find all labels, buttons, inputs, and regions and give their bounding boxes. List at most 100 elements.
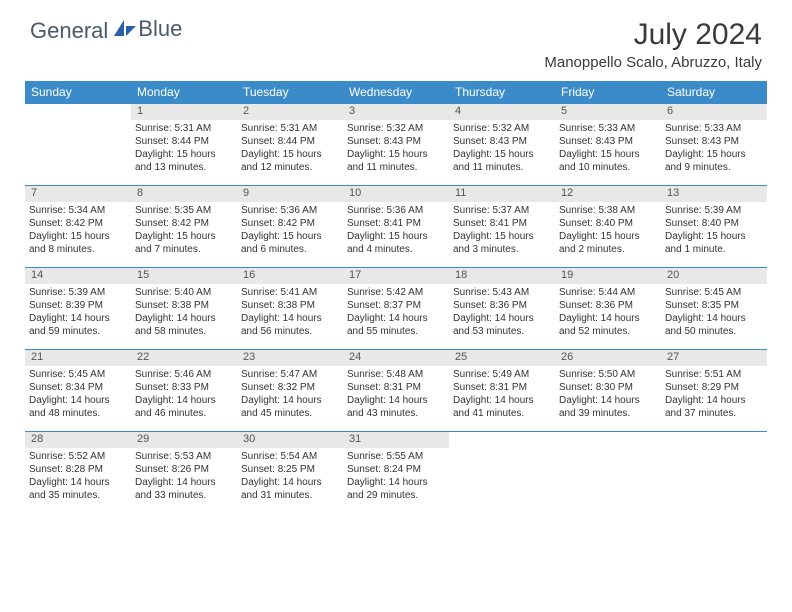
day-number-cell: 26: [555, 350, 661, 366]
day2-text: and 50 minutes.: [665, 325, 763, 338]
day1-text: Daylight: 14 hours: [665, 312, 763, 325]
sunset-text: Sunset: 8:36 PM: [559, 299, 657, 312]
sunset-text: Sunset: 8:44 PM: [241, 135, 339, 148]
sunset-text: Sunset: 8:25 PM: [241, 463, 339, 476]
sail-icon: [112, 18, 138, 44]
day-content-cell: Sunrise: 5:52 AMSunset: 8:28 PMDaylight:…: [25, 448, 131, 514]
sunrise-text: Sunrise: 5:37 AM: [453, 204, 551, 217]
day-header: Thursday: [449, 81, 555, 104]
sunset-text: Sunset: 8:43 PM: [453, 135, 551, 148]
sunrise-text: Sunrise: 5:50 AM: [559, 368, 657, 381]
sunrise-text: Sunrise: 5:34 AM: [29, 204, 127, 217]
day2-text: and 58 minutes.: [135, 325, 233, 338]
sunrise-text: Sunrise: 5:55 AM: [347, 450, 445, 463]
sunrise-text: Sunrise: 5:45 AM: [665, 286, 763, 299]
day2-text: and 7 minutes.: [135, 243, 233, 256]
day1-text: Daylight: 15 hours: [241, 148, 339, 161]
day-number-cell: 20: [661, 268, 767, 284]
day-number-cell: 7: [25, 186, 131, 202]
day-number-cell: [555, 432, 661, 448]
day-number-row: 28293031: [25, 432, 767, 448]
day1-text: Daylight: 14 hours: [241, 476, 339, 489]
day-content-cell: Sunrise: 5:36 AMSunset: 8:41 PMDaylight:…: [343, 202, 449, 268]
day-content-cell: Sunrise: 5:38 AMSunset: 8:40 PMDaylight:…: [555, 202, 661, 268]
day1-text: Daylight: 14 hours: [559, 394, 657, 407]
day-number-cell: 27: [661, 350, 767, 366]
day2-text: and 43 minutes.: [347, 407, 445, 420]
sunset-text: Sunset: 8:37 PM: [347, 299, 445, 312]
sunset-text: Sunset: 8:29 PM: [665, 381, 763, 394]
sunrise-text: Sunrise: 5:39 AM: [665, 204, 763, 217]
day-content-cell: Sunrise: 5:34 AMSunset: 8:42 PMDaylight:…: [25, 202, 131, 268]
sunrise-text: Sunrise: 5:40 AM: [135, 286, 233, 299]
sunrise-text: Sunrise: 5:36 AM: [241, 204, 339, 217]
day-number-cell: 29: [131, 432, 237, 448]
sunrise-text: Sunrise: 5:33 AM: [665, 122, 763, 135]
sunset-text: Sunset: 8:26 PM: [135, 463, 233, 476]
day-content-cell: Sunrise: 5:43 AMSunset: 8:36 PMDaylight:…: [449, 284, 555, 350]
day2-text: and 59 minutes.: [29, 325, 127, 338]
sunrise-text: Sunrise: 5:42 AM: [347, 286, 445, 299]
day2-text: and 52 minutes.: [559, 325, 657, 338]
sunrise-text: Sunrise: 5:38 AM: [559, 204, 657, 217]
sunset-text: Sunset: 8:41 PM: [453, 217, 551, 230]
day-number-cell: [661, 432, 767, 448]
day-number-cell: 21: [25, 350, 131, 366]
day2-text: and 4 minutes.: [347, 243, 445, 256]
day-number-cell: 14: [25, 268, 131, 284]
day-content-cell: Sunrise: 5:39 AMSunset: 8:40 PMDaylight:…: [661, 202, 767, 268]
sunset-text: Sunset: 8:44 PM: [135, 135, 233, 148]
sunrise-text: Sunrise: 5:31 AM: [241, 122, 339, 135]
header: General Blue July 2024 Manoppello Scalo,…: [0, 0, 792, 77]
day-content-cell: Sunrise: 5:32 AMSunset: 8:43 PMDaylight:…: [449, 120, 555, 186]
day-number-cell: 30: [237, 432, 343, 448]
day-number-cell: 25: [449, 350, 555, 366]
sunrise-text: Sunrise: 5:31 AM: [135, 122, 233, 135]
sunset-text: Sunset: 8:38 PM: [241, 299, 339, 312]
sunset-text: Sunset: 8:36 PM: [453, 299, 551, 312]
day2-text: and 9 minutes.: [665, 161, 763, 174]
sunset-text: Sunset: 8:43 PM: [665, 135, 763, 148]
day2-text: and 39 minutes.: [559, 407, 657, 420]
day1-text: Daylight: 15 hours: [347, 230, 445, 243]
day-content-cell: Sunrise: 5:41 AMSunset: 8:38 PMDaylight:…: [237, 284, 343, 350]
day-content-cell: Sunrise: 5:31 AMSunset: 8:44 PMDaylight:…: [237, 120, 343, 186]
day-content-cell: Sunrise: 5:53 AMSunset: 8:26 PMDaylight:…: [131, 448, 237, 514]
day-content-cell: [555, 448, 661, 514]
sunrise-text: Sunrise: 5:32 AM: [453, 122, 551, 135]
day1-text: Daylight: 15 hours: [665, 230, 763, 243]
day2-text: and 53 minutes.: [453, 325, 551, 338]
calendar-table: Sunday Monday Tuesday Wednesday Thursday…: [25, 81, 767, 514]
day2-text: and 41 minutes.: [453, 407, 551, 420]
sunset-text: Sunset: 8:28 PM: [29, 463, 127, 476]
day1-text: Daylight: 14 hours: [453, 312, 551, 325]
day2-text: and 10 minutes.: [559, 161, 657, 174]
day2-text: and 48 minutes.: [29, 407, 127, 420]
day-header: Saturday: [661, 81, 767, 104]
sunset-text: Sunset: 8:34 PM: [29, 381, 127, 394]
sunrise-text: Sunrise: 5:45 AM: [29, 368, 127, 381]
day-content-cell: Sunrise: 5:36 AMSunset: 8:42 PMDaylight:…: [237, 202, 343, 268]
sunset-text: Sunset: 8:40 PM: [665, 217, 763, 230]
sunset-text: Sunset: 8:41 PM: [347, 217, 445, 230]
day-number-cell: [449, 432, 555, 448]
sunrise-text: Sunrise: 5:32 AM: [347, 122, 445, 135]
day1-text: Daylight: 15 hours: [347, 148, 445, 161]
sunrise-text: Sunrise: 5:44 AM: [559, 286, 657, 299]
day-content-row: Sunrise: 5:45 AMSunset: 8:34 PM Daylight:…: [25, 366, 767, 432]
day1-text: Daylight: 14 hours: [241, 394, 339, 407]
day-number-cell: 13: [661, 186, 767, 202]
sunset-text: Sunset: 8:39 PM: [29, 299, 127, 312]
day1-text: Daylight: 14 hours: [347, 312, 445, 325]
day-header-row: Sunday Monday Tuesday Wednesday Thursday…: [25, 81, 767, 104]
day-content-cell: Sunrise: 5:39 AMSunset: 8:39 PMDaylight:…: [25, 284, 131, 350]
day-number-cell: 5: [555, 104, 661, 120]
sunset-text: Sunset: 8:33 PM: [135, 381, 233, 394]
sunrise-text: Sunrise: 5:46 AM: [135, 368, 233, 381]
day-content-cell: Sunrise: 5:54 AMSunset: 8:25 PMDaylight:…: [237, 448, 343, 514]
day2-text: and 29 minutes.: [347, 489, 445, 502]
day-number-row: 78910111213: [25, 186, 767, 202]
day1-text: Daylight: 14 hours: [665, 394, 763, 407]
day-content-cell: Sunrise: 5:37 AMSunset: 8:41 PMDaylight:…: [449, 202, 555, 268]
day-number-cell: [25, 104, 131, 120]
